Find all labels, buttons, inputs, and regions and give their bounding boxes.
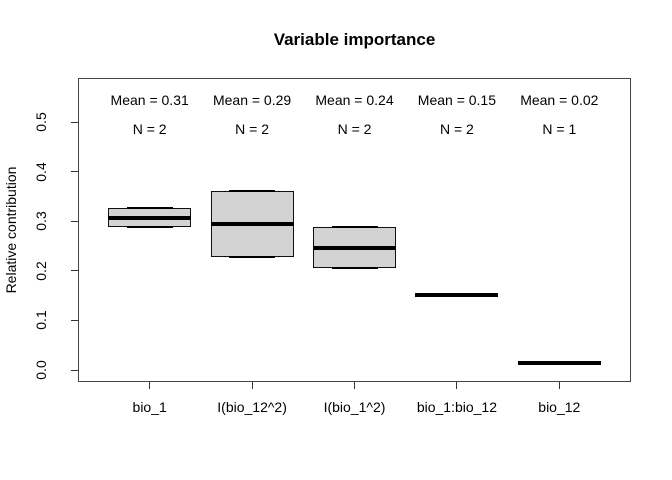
n-annotation: N = 2 xyxy=(337,121,372,137)
x-axis-tick xyxy=(354,382,355,389)
n-annotation: N = 2 xyxy=(235,121,269,137)
y-axis-tick xyxy=(71,220,78,222)
mean-annotation: Mean = 0.02 xyxy=(520,92,599,108)
y-axis-tick-label: 0.3 xyxy=(33,211,49,231)
y-axis-tick xyxy=(71,319,78,321)
n-annotation: N = 2 xyxy=(132,121,167,137)
boxplot-degenerate-box xyxy=(517,360,601,365)
y-axis-tick-label: 0.2 xyxy=(33,261,49,281)
x-axis-tick-label: I(bio_12^2) xyxy=(217,399,287,415)
boxplot-upper-staple xyxy=(331,226,378,229)
x-axis-tick-label: bio_1:bio_12 xyxy=(416,399,497,415)
y-axis-tick xyxy=(71,171,78,173)
x-axis-tick xyxy=(251,382,253,389)
x-axis-tick xyxy=(149,382,151,389)
n-annotation: N = 2 xyxy=(439,121,474,137)
x-axis-tick-label: bio_1 xyxy=(132,399,167,415)
boxplot-degenerate-box xyxy=(415,292,499,297)
y-axis-title: Relative contribution xyxy=(3,166,19,294)
n-annotation: N = 1 xyxy=(542,121,577,137)
y-axis-tick-label: 0.5 xyxy=(33,112,49,132)
y-axis-tick-label: 0.1 xyxy=(33,310,49,331)
y-axis-tick-label: 0.0 xyxy=(33,360,49,380)
boxplot-upper-staple xyxy=(229,190,276,193)
boxplot-median-line xyxy=(313,245,396,250)
y-axis-tick xyxy=(71,270,78,272)
y-axis-tick xyxy=(71,121,78,123)
y-axis-tick xyxy=(71,369,78,371)
x-axis-tick xyxy=(558,382,560,389)
boxplot-lower-staple xyxy=(229,255,276,258)
mean-annotation: Mean = 0.15 xyxy=(417,92,497,108)
chart-title: Variable importance xyxy=(273,30,436,49)
x-axis-tick-label: bio_12 xyxy=(538,399,581,415)
boxplot-lower-staple xyxy=(126,226,173,229)
boxplot-lower-staple xyxy=(331,267,378,270)
mean-annotation: Mean = 0.24 xyxy=(315,92,394,108)
mean-annotation: Mean = 0.31 xyxy=(110,92,189,108)
boxplot-median-line xyxy=(108,215,192,220)
boxplot-median-line xyxy=(210,222,294,227)
boxplot-upper-staple xyxy=(126,207,173,210)
x-axis-tick-label: I(bio_1^2) xyxy=(323,399,386,415)
y-axis-tick-label: 0.4 xyxy=(33,161,49,182)
x-axis-tick xyxy=(456,382,458,389)
mean-annotation: Mean = 0.29 xyxy=(212,92,292,108)
